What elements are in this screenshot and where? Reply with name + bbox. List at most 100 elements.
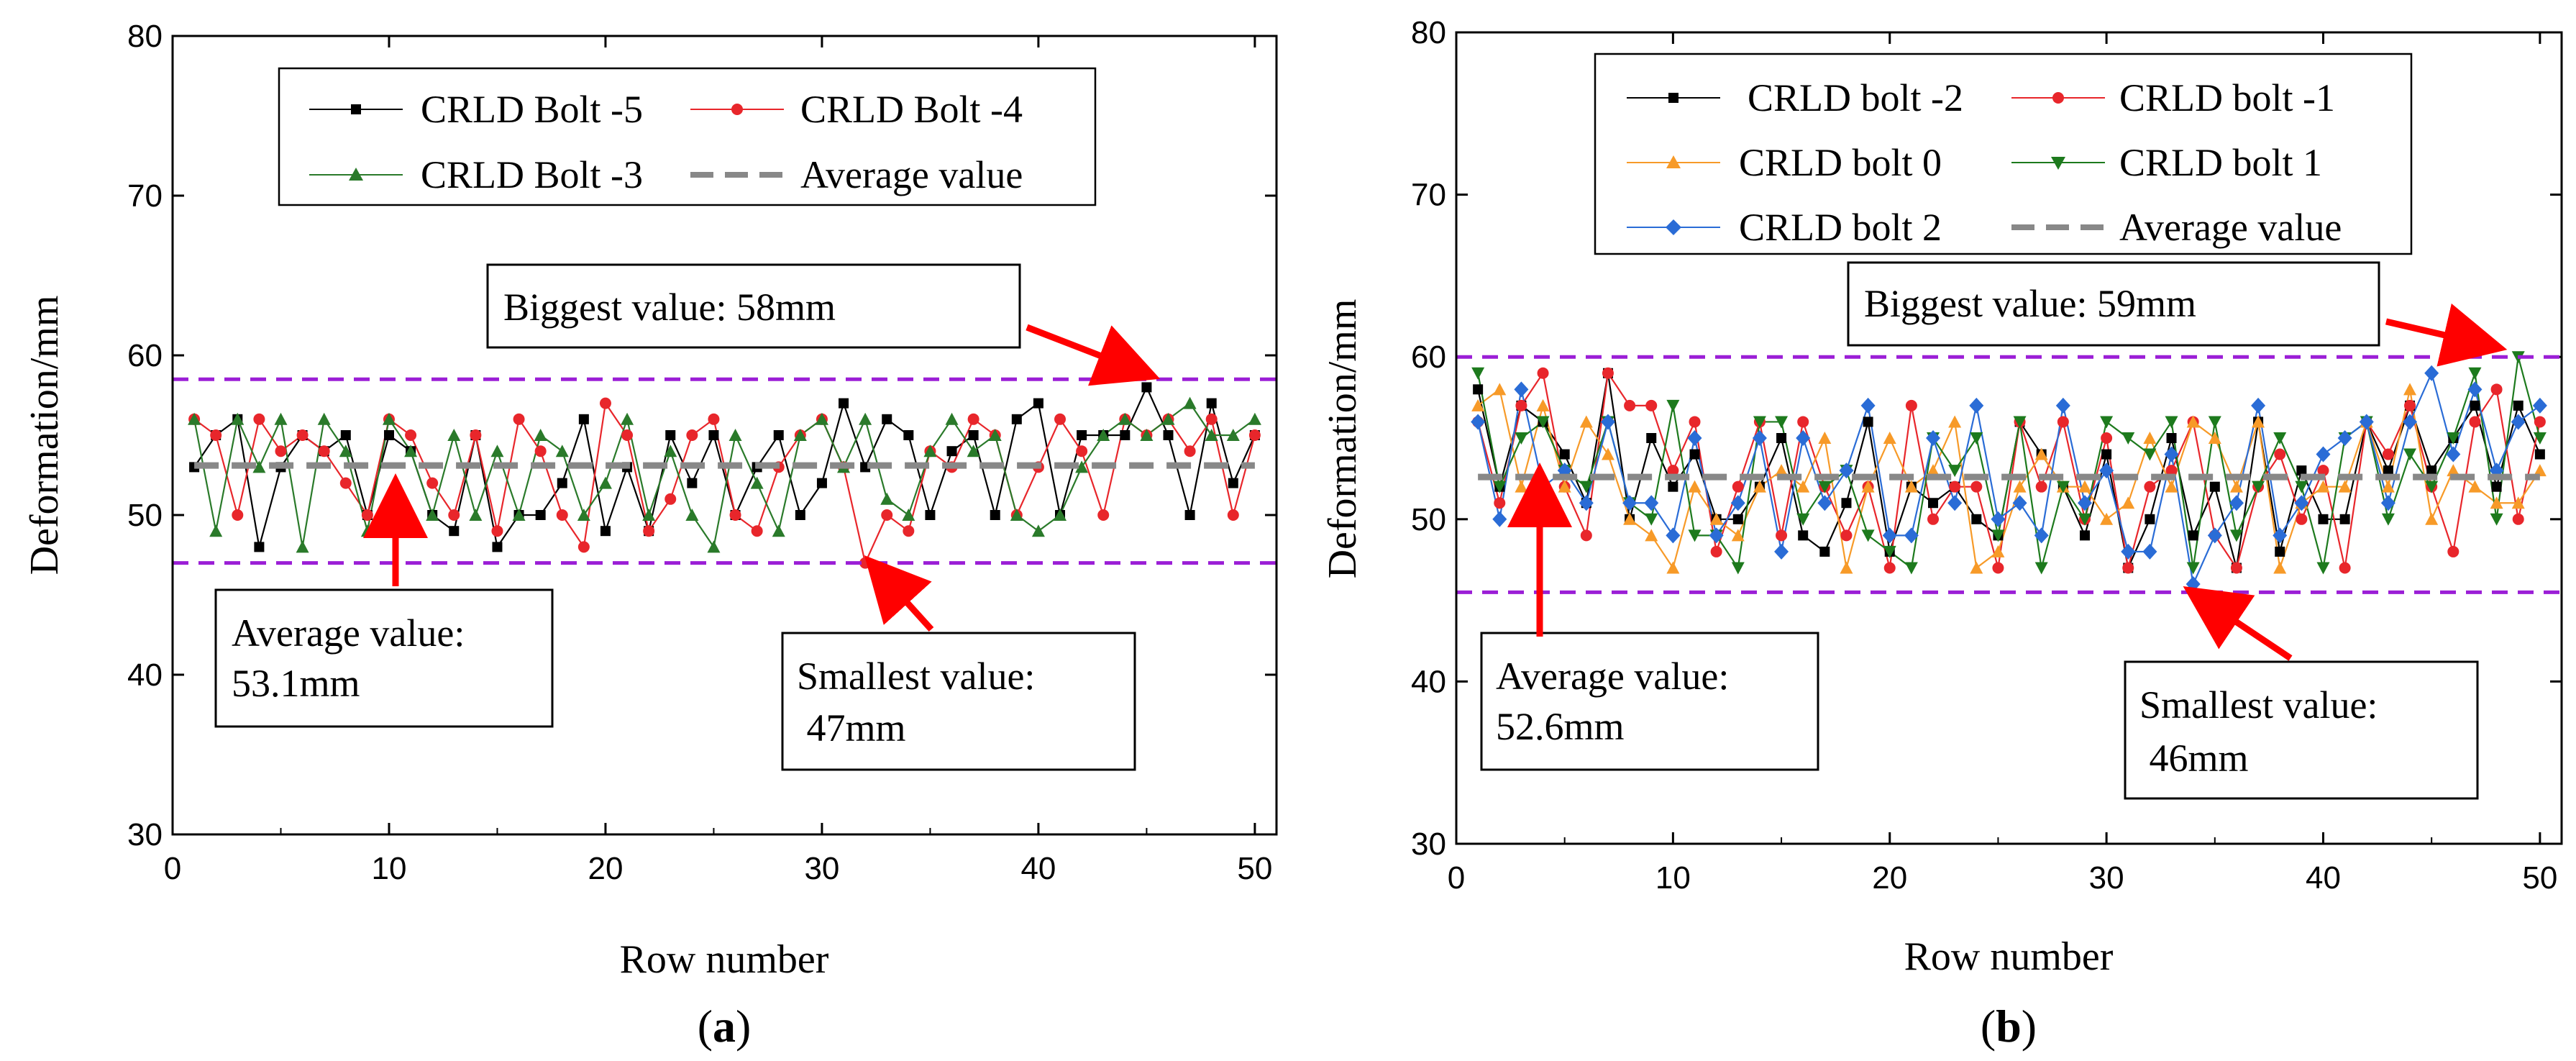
data-point [708, 430, 719, 440]
x-tick-label: 50 [1237, 851, 1272, 886]
data-point [816, 478, 827, 488]
data-point [1248, 412, 1261, 425]
data-point [1840, 561, 1853, 574]
data-point [2316, 480, 2330, 493]
data-point [339, 477, 352, 489]
data-point [2468, 480, 2482, 493]
data-point [2186, 576, 2201, 593]
data-point [2381, 480, 2395, 493]
data-point [902, 509, 915, 521]
data-point [1775, 464, 1789, 477]
data-point [1559, 449, 1570, 460]
data-point [491, 525, 503, 537]
data-point [2294, 495, 2309, 511]
arrow-to-smallest [864, 555, 934, 632]
data-point [1668, 481, 1678, 492]
panel-b-plot-area: 30 40 50 60 70 80 0 10 20 30 40 50 [1411, 15, 2562, 896]
panel-a-annotation-average: Average value: 53.1mm [214, 473, 554, 728]
x-tick-label: 0 [1448, 860, 1465, 896]
data-point [2143, 432, 2157, 444]
svg-text:53.1mm: 53.1mm [232, 662, 360, 705]
data-point [1947, 495, 1963, 511]
panel-b-annotation-average: Average value: 52.6mm [1480, 463, 1819, 771]
data-point [2534, 449, 2545, 460]
data-point [2186, 562, 2200, 575]
data-point [2491, 481, 2502, 492]
panel-a: 30 40 50 60 70 80 0 10 20 30 40 50 CRLD Bolt -5 CRL… [22, 19, 1278, 1052]
data-point [1860, 397, 1876, 414]
legend-entry-average: Average value [2011, 206, 2342, 249]
data-point [664, 493, 677, 505]
data-point [2079, 530, 2090, 541]
data-point [1840, 529, 1853, 542]
data-point [2100, 512, 2114, 525]
x-tick-label: 20 [1872, 860, 1907, 896]
y-tick-label: 70 [1411, 178, 1446, 213]
x-tick-label: 10 [372, 851, 407, 886]
data-point [447, 429, 461, 441]
svg-text:(a): (a) [698, 1001, 752, 1052]
data-point [687, 478, 698, 488]
data-point [2273, 527, 2288, 544]
data-point [556, 509, 568, 521]
data-point [2274, 448, 2286, 460]
data-point [2533, 432, 2547, 445]
data-point [1666, 399, 1680, 412]
data-point [1904, 480, 1918, 493]
data-point [1666, 527, 1681, 544]
data-point [2034, 527, 2049, 544]
data-point [405, 429, 417, 441]
data-point [990, 510, 1000, 520]
data-point [1140, 429, 1154, 441]
data-point [2013, 416, 2027, 429]
data-point [903, 430, 914, 440]
data-point [880, 492, 894, 505]
data-point [882, 414, 892, 424]
data-point [1473, 384, 1484, 395]
data-point [339, 445, 352, 457]
data-point [1797, 416, 1809, 428]
svg-text:CRLD bolt 2: CRLD bolt 2 [1739, 206, 1942, 249]
data-point [2145, 514, 2155, 524]
data-point [1161, 412, 1175, 425]
svg-text:CRLD bolt 0: CRLD bolt 0 [1739, 141, 1942, 184]
data-point [2209, 481, 2220, 492]
data-point [1861, 480, 1875, 493]
panel-a-x-axis-label: Row number [620, 937, 829, 982]
data-point [1752, 430, 1767, 446]
data-point [2056, 481, 2070, 493]
y-tick-label: 80 [127, 19, 163, 54]
data-point [2339, 562, 2351, 574]
data-point [2208, 416, 2221, 429]
data-point [1730, 495, 1745, 511]
legend-label: Average value [800, 153, 1023, 196]
legend-entry-bolt-minus2: CRLD bolt -2 [1627, 76, 1963, 119]
data-point [2207, 527, 2222, 544]
y-tick-label: 40 [1411, 664, 1446, 699]
data-point [1033, 398, 1043, 409]
data-point [577, 541, 590, 553]
data-point [2144, 481, 2156, 493]
panel-b-annotation-smallest: Smallest value: 46mm [2124, 586, 2479, 800]
data-point [360, 524, 374, 537]
data-point [1227, 509, 1239, 521]
data-point [2230, 562, 2242, 574]
data-point [2055, 397, 2070, 414]
data-point [1948, 415, 1962, 428]
data-point [2166, 433, 2177, 443]
y-tick-label: 40 [127, 657, 163, 693]
data-point [2337, 430, 2352, 446]
data-point [2100, 416, 2114, 429]
panel-b-annotation-biggest: Biggest value: 59mm [1847, 261, 2508, 367]
data-point [2490, 383, 2503, 396]
data-point [1732, 514, 1743, 524]
data-point [1689, 416, 1701, 428]
y-tick-label: 30 [127, 817, 163, 852]
data-point [469, 509, 483, 521]
data-point [1667, 465, 1679, 477]
series-line [1477, 373, 2541, 571]
data-point [1883, 432, 1896, 444]
panel-a-legend-box [278, 67, 1097, 206]
data-point [1970, 481, 1983, 493]
data-point [2403, 414, 2418, 430]
